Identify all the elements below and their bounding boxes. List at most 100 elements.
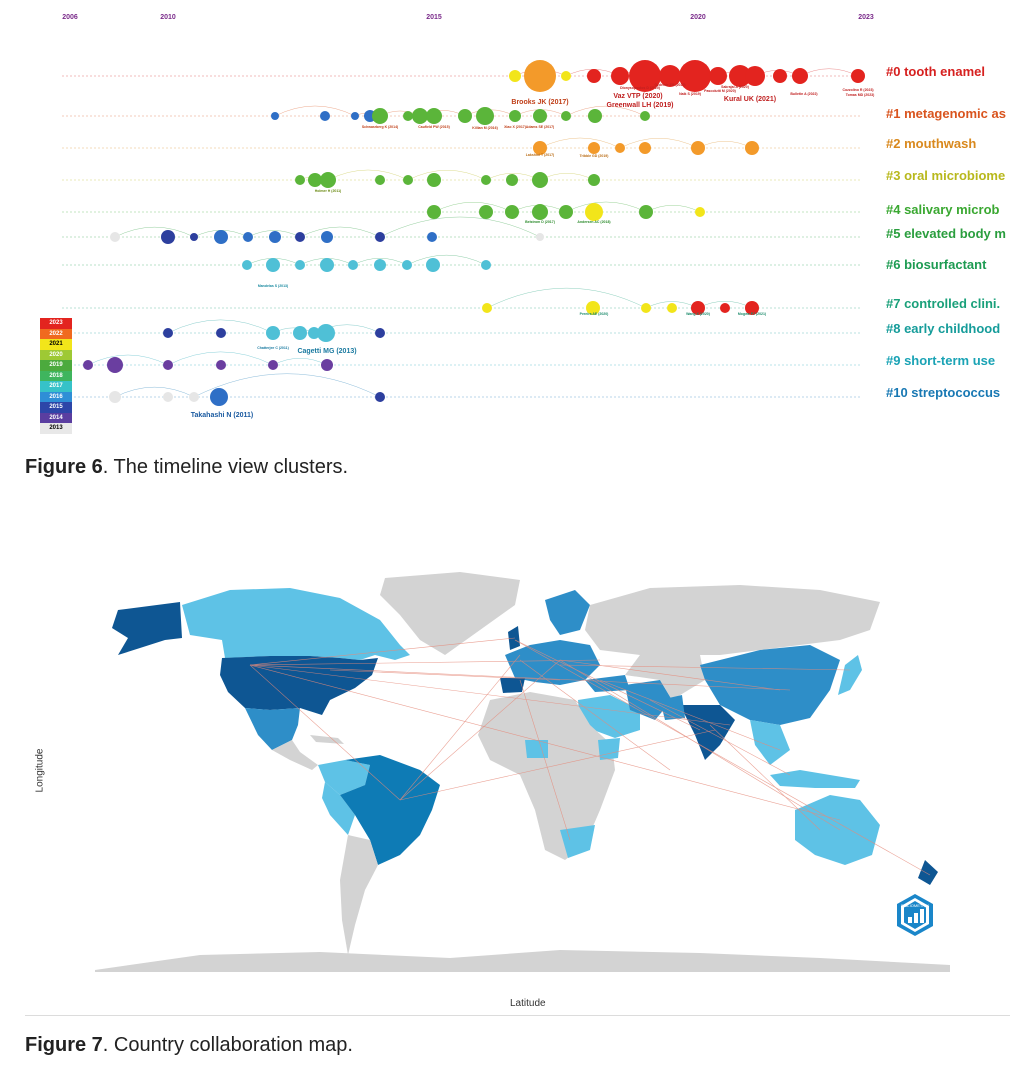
legend-year: 2016 — [40, 391, 72, 402]
node-label: Cozzolino R (2023) — [842, 88, 873, 92]
citation-arc — [486, 287, 647, 309]
reference-node — [110, 232, 120, 242]
reference-node — [773, 69, 787, 83]
reference-node — [709, 67, 727, 85]
reference-node — [271, 112, 279, 120]
reference-node — [375, 328, 385, 338]
country-australia — [795, 795, 880, 865]
reference-node — [295, 260, 305, 270]
cluster-label: #1 metagenomic as — [886, 106, 1006, 121]
citation-arc — [407, 170, 487, 181]
reference-node — [667, 303, 677, 313]
reference-node — [210, 388, 228, 406]
node-label: Vaz VTP (2020) — [613, 93, 662, 100]
node-label: Andersen AC (2018) — [577, 220, 610, 224]
reference-node — [720, 303, 730, 313]
node-label: Cagetti MG (2013) — [297, 348, 356, 355]
reference-node — [372, 108, 388, 124]
reference-node — [745, 141, 759, 155]
reference-node — [587, 69, 601, 83]
citation-arc — [433, 202, 513, 213]
reference-node — [375, 232, 385, 242]
reference-node — [216, 360, 226, 370]
region-southeast-asia — [750, 720, 790, 765]
reference-node — [639, 142, 651, 154]
reference-node — [482, 303, 492, 313]
reference-node — [268, 360, 278, 370]
country-usa-alaska — [112, 602, 182, 655]
node-label: Killian M (2016) — [472, 126, 497, 130]
legend-year: 2019 — [40, 360, 72, 371]
reference-node — [107, 357, 123, 373]
figure-6-caption: Figure 6. The timeline view clusters. — [25, 456, 348, 479]
reference-node — [293, 326, 307, 340]
figure-7-number: Figure 7 — [25, 1034, 103, 1056]
reference-node — [679, 60, 711, 92]
cluster-label: #7 controlled clini. — [886, 296, 1001, 311]
country-usa — [220, 656, 378, 715]
node-label: Bulletin A (2022) — [790, 92, 817, 96]
cluster-label: #0 tooth enamel — [886, 64, 985, 79]
world-map — [95, 572, 950, 972]
reference-node — [427, 205, 441, 219]
reference-node — [533, 141, 547, 155]
node-label: Mandelas S (2013) — [258, 284, 288, 288]
country-canada — [182, 588, 410, 660]
reference-node — [745, 301, 759, 315]
reference-node — [163, 392, 173, 402]
reference-node — [559, 205, 573, 219]
reference-node — [189, 392, 199, 402]
cluster-label: #6 biosurfactant — [886, 257, 987, 272]
reference-node — [615, 143, 625, 153]
node-label: Schwarzberg K (2014) — [362, 125, 398, 129]
citation-arc — [193, 373, 381, 398]
citation-arc — [167, 319, 274, 334]
reference-node — [458, 109, 472, 123]
country-china — [700, 645, 840, 725]
country-ethiopia — [598, 738, 620, 760]
citation-arc — [299, 226, 381, 238]
citation-arc — [87, 354, 169, 366]
node-label: Greenwall LH (2019) — [607, 102, 674, 109]
reference-node — [481, 260, 491, 270]
region-middle-east — [578, 695, 640, 738]
node-label: Kural UK (2021) — [724, 96, 776, 103]
country-spain — [500, 678, 525, 693]
reference-node — [586, 301, 600, 315]
reference-node — [403, 111, 413, 121]
reference-node — [659, 65, 681, 87]
node-label: Holmer H (2011) — [315, 189, 341, 193]
collaboration-links — [249, 637, 931, 876]
citation-arc — [167, 351, 274, 366]
reference-node — [243, 232, 253, 242]
legend-year: 2023 — [40, 318, 72, 329]
reference-node — [536, 233, 544, 241]
node-label: Adams SE (2017) — [526, 125, 554, 129]
country-japan — [838, 655, 862, 695]
reference-node — [375, 175, 385, 185]
cluster-label: #4 salivary microb — [886, 202, 1000, 217]
cluster-label: #8 early childhood — [886, 321, 1001, 336]
reference-node — [163, 360, 173, 370]
reference-node — [216, 328, 226, 338]
reference-node — [320, 172, 336, 188]
reference-node — [588, 174, 600, 186]
country-india — [680, 705, 735, 760]
country-colombia-venezuela — [318, 760, 370, 795]
country-indonesia — [770, 770, 860, 788]
year-color-legend: 2023 2022 2021 2020 2019 2018 2017 2016 2015 2014… — [40, 318, 72, 434]
node-label: Tomas MD (2023) — [846, 93, 875, 97]
citation-arc — [645, 205, 701, 213]
node-label: Tribble GD (2019) — [580, 154, 609, 158]
citation-arc — [327, 169, 409, 181]
legend-year: 2014 — [40, 412, 72, 423]
reference-node — [295, 175, 305, 185]
reference-node — [163, 328, 173, 338]
country-new-zealand — [918, 860, 938, 885]
year-tick: 2006 — [62, 14, 78, 21]
reference-node — [426, 108, 442, 124]
reference-node — [266, 258, 280, 272]
reference-node — [83, 360, 93, 370]
reference-node — [629, 60, 661, 92]
region-caribbean — [310, 735, 344, 744]
